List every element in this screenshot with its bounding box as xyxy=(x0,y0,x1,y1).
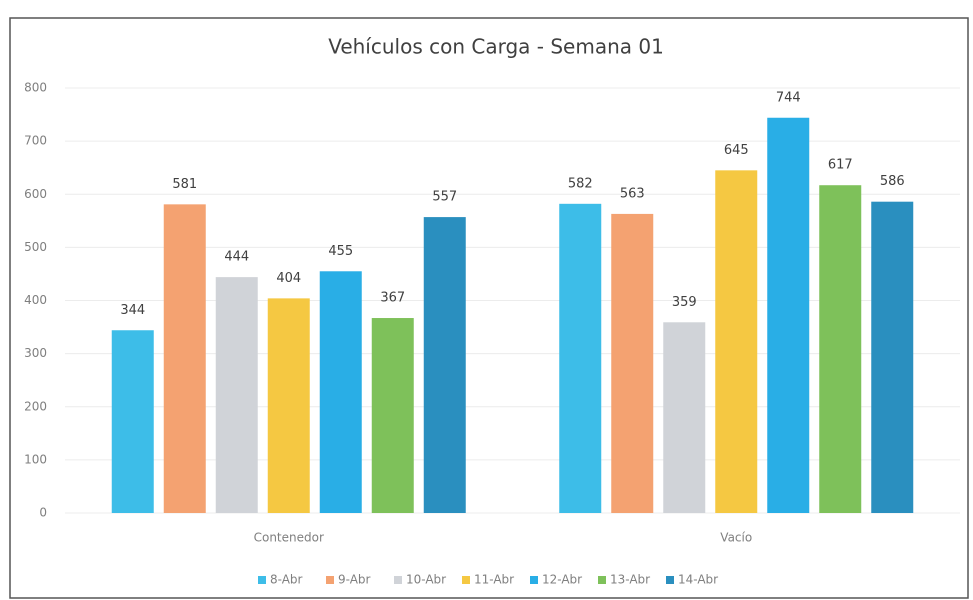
y-tick-label: 0 xyxy=(39,506,47,520)
data-label: 645 xyxy=(724,143,749,158)
bar xyxy=(663,322,706,513)
bar xyxy=(267,298,310,513)
x-tick-label: Contenedor xyxy=(254,531,324,545)
y-tick-label: 800 xyxy=(24,81,47,95)
legend-label: 11-Abr xyxy=(474,573,514,587)
legend-swatch xyxy=(462,576,470,584)
y-tick-label: 400 xyxy=(24,293,47,307)
bar xyxy=(559,203,602,513)
bar xyxy=(163,204,206,513)
y-tick-label: 200 xyxy=(24,399,47,413)
bar xyxy=(715,170,758,513)
chart-title: Vehículos con Carga - Semana 01 xyxy=(328,35,664,59)
y-tick-label: 300 xyxy=(24,346,47,360)
data-label: 404 xyxy=(276,271,301,286)
bar xyxy=(611,213,654,513)
data-label: 744 xyxy=(776,90,801,105)
data-label: 582 xyxy=(568,176,593,191)
data-label: 617 xyxy=(828,158,853,173)
data-label: 581 xyxy=(172,177,197,192)
legend-label: 8-Abr xyxy=(270,573,303,587)
legend-label: 12-Abr xyxy=(542,573,582,587)
bar xyxy=(319,271,362,513)
data-label: 367 xyxy=(380,291,405,306)
y-tick-label: 100 xyxy=(24,452,47,466)
data-label: 344 xyxy=(120,303,145,318)
data-label: 557 xyxy=(432,190,457,205)
bar xyxy=(111,330,154,513)
x-tick-label: Vacío xyxy=(720,531,752,545)
legend-swatch xyxy=(530,576,538,584)
bar xyxy=(215,277,258,513)
legend-swatch xyxy=(598,576,606,584)
legend-swatch xyxy=(258,576,266,584)
legend-swatch xyxy=(394,576,402,584)
legend-label: 13-Abr xyxy=(610,573,650,587)
data-label: 359 xyxy=(672,295,697,310)
y-tick-label: 500 xyxy=(24,240,47,254)
data-label: 586 xyxy=(880,174,905,189)
legend-swatch xyxy=(326,576,334,584)
legend-swatch xyxy=(666,576,674,584)
bar xyxy=(371,318,414,513)
y-tick-label: 700 xyxy=(24,134,47,148)
bar xyxy=(423,217,466,513)
bar xyxy=(871,201,914,513)
y-tick-label: 600 xyxy=(24,187,47,201)
legend-label: 14-Abr xyxy=(678,573,718,587)
data-label: 563 xyxy=(620,186,645,201)
data-label: 455 xyxy=(328,244,353,259)
data-label: 444 xyxy=(224,250,249,265)
legend-label: 10-Abr xyxy=(406,573,446,587)
legend-label: 9-Abr xyxy=(338,573,371,587)
bar xyxy=(767,117,810,513)
bar xyxy=(819,185,862,513)
